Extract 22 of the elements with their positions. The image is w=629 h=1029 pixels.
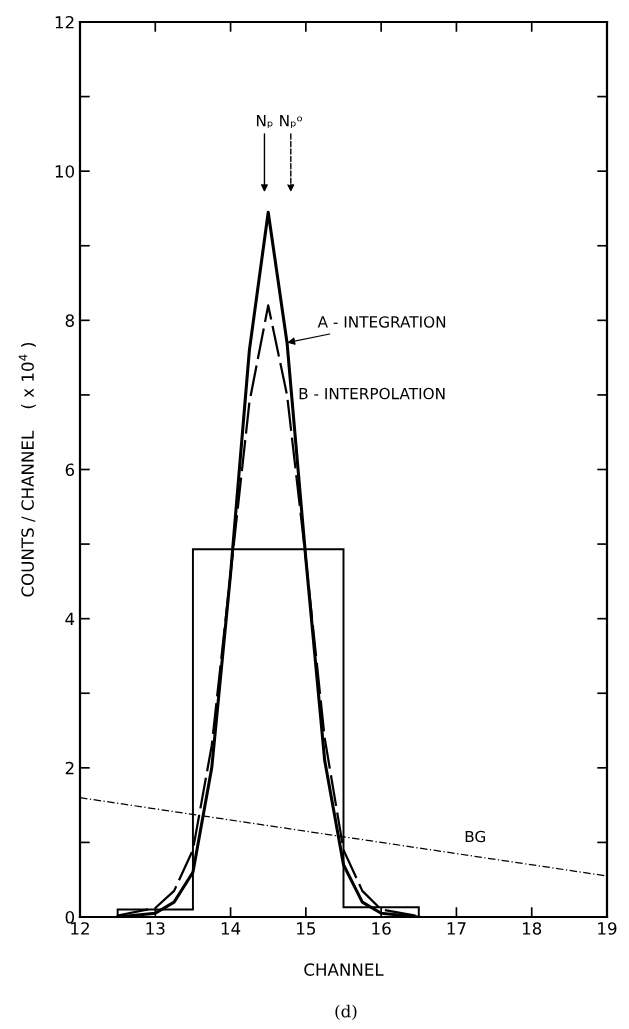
y-tick-label: 8 (65, 314, 74, 327)
x-tick-label: 16 (372, 922, 391, 935)
y-tick-label: 4 (65, 612, 75, 625)
series-label: BG (465, 830, 486, 843)
x-tick-label: 19 (598, 922, 617, 935)
y-tick-label: 0 (65, 910, 75, 924)
x-tick-label: 17 (447, 922, 466, 935)
y-tick-label: 2 (65, 761, 74, 775)
x-tick-label: 14 (221, 922, 241, 935)
y-tick-label: 12 (55, 15, 74, 29)
y-tick-label: 6 (65, 463, 75, 477)
series-label: B - INTERPOLATION (299, 387, 445, 400)
y-axis-title: COUNTS / CHANNEL ( x 10$^{4}$ ) (18, 343, 36, 597)
annotation: Nₚᵒ (280, 115, 302, 129)
x-tick-label: 15 (297, 922, 316, 935)
annotation: Nₚ (256, 115, 273, 129)
x-axis-title: CHANNEL (304, 963, 384, 976)
text: (d) (335, 1004, 357, 1020)
text: A - INTEGRATION (317, 316, 446, 328)
x-tick-label: 13 (146, 922, 165, 935)
y-tick-label: 10 (55, 165, 75, 178)
x-tick-label: 18 (522, 922, 542, 935)
